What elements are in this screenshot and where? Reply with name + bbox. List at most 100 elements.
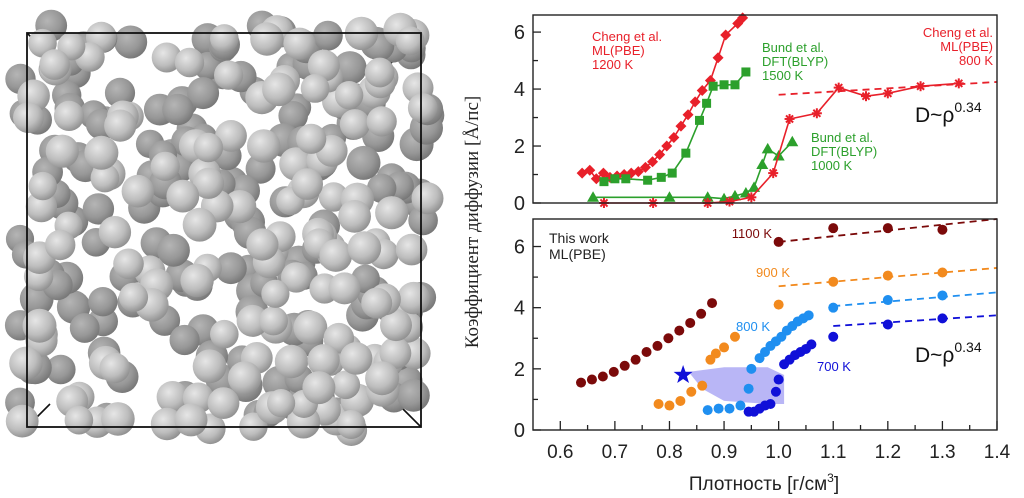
atom: [98, 216, 132, 249]
series-bund-et-al-dft-blyp-1000-k: [587, 135, 799, 204]
data-point: [770, 386, 781, 397]
series-label-line: 1500 K: [762, 68, 804, 83]
atom: [278, 101, 309, 131]
atom: [169, 324, 200, 356]
data-point: [937, 313, 948, 324]
fit-label-bottom-base: D~ρ: [915, 344, 954, 367]
data-point: [685, 317, 696, 328]
atom: [151, 42, 182, 73]
data-point: [584, 164, 596, 176]
data-point: [597, 371, 608, 382]
data-point: [882, 295, 893, 306]
series-label-line: ML(PBE): [940, 39, 993, 54]
atom: [118, 282, 149, 312]
atom: [113, 248, 144, 280]
data-point: [639, 161, 651, 173]
series-label-line: 800 K: [736, 319, 770, 334]
data-point: [915, 81, 926, 92]
data-point: [653, 399, 664, 410]
x-tick-label: 1.1: [820, 442, 846, 463]
atom: [262, 72, 296, 107]
atom: [375, 196, 409, 230]
y-tick-label: 0: [514, 420, 525, 442]
data-point: [937, 267, 948, 278]
data-point: [663, 191, 676, 202]
data-point: [621, 174, 631, 184]
data-point: [719, 80, 729, 90]
series-label-line: Cheng et al.: [923, 25, 993, 40]
data-point: [710, 348, 721, 359]
atom: [207, 387, 240, 419]
data-point: [686, 386, 697, 397]
fit-label-bottom: D~ρ0.34: [915, 339, 982, 367]
atom: [307, 344, 340, 377]
atoms: [4, 9, 445, 447]
data-point: [833, 82, 844, 93]
series-label-line: ML(PBE): [592, 43, 645, 58]
atom: [215, 119, 247, 152]
data-point: [882, 270, 893, 281]
atom: [395, 233, 428, 266]
data-point: [773, 374, 784, 385]
atom: [13, 102, 44, 133]
data-point: [647, 156, 659, 168]
data-point: [828, 223, 839, 234]
atom: [367, 173, 397, 203]
data-point: [953, 78, 964, 89]
y-axis-label: Коэффициент диффузии [Å/пс]: [462, 96, 483, 348]
series-cheng-et-al-ml-pbe-800-k: [598, 78, 964, 208]
x-tick-label: 0.6: [547, 442, 573, 463]
series-label-line: 800 K: [959, 53, 993, 68]
atom: [283, 27, 316, 60]
atom: [328, 272, 361, 305]
atom: [5, 404, 39, 438]
data-point: [682, 109, 694, 121]
x-axis-label-sup: 3: [827, 471, 834, 485]
atom: [334, 81, 364, 110]
data-point: [724, 196, 735, 207]
data-point: [756, 158, 769, 170]
atom: [293, 310, 328, 345]
data-point: [694, 115, 704, 125]
data-point: [619, 360, 630, 371]
fit-label-bottom-exp: 0.34: [954, 339, 981, 355]
data-point: [784, 113, 795, 124]
data-point: [786, 135, 799, 147]
data-point: [630, 354, 641, 365]
atom: [380, 309, 412, 342]
atom: [246, 228, 279, 261]
atom: [84, 135, 119, 170]
atom: [121, 174, 155, 208]
series-label-line: 1000 K: [811, 158, 853, 173]
data-point: [765, 399, 776, 410]
y-tick-label: 0: [514, 193, 525, 215]
data-point: [696, 308, 707, 319]
data-point: [696, 84, 708, 96]
atom: [366, 106, 397, 137]
data-point: [590, 173, 602, 185]
series-900-k: [653, 267, 948, 411]
asterisk-stroke: [812, 109, 822, 118]
atom: [28, 171, 57, 201]
x-tick-label: 0.9: [711, 442, 737, 463]
asterisk-stroke: [954, 79, 964, 88]
data-point: [746, 363, 757, 374]
y-tick-label: 6: [514, 22, 525, 44]
atom: [407, 93, 438, 123]
atom: [162, 93, 194, 126]
panel-title-line: This work: [549, 230, 610, 246]
series-label-line: 700 K: [817, 359, 851, 374]
series-label-line: DFT(BLYP): [762, 54, 828, 69]
top-plot-frame: [532, 14, 998, 204]
atom: [187, 77, 220, 110]
series-700-k: [743, 313, 948, 417]
atom: [339, 342, 373, 375]
atom: [193, 132, 224, 163]
series-label-line: 1200 K: [592, 57, 634, 72]
atom: [192, 349, 227, 384]
atom: [379, 337, 412, 369]
atom: [300, 74, 330, 103]
x-tick-label: 1.4: [984, 442, 1011, 463]
